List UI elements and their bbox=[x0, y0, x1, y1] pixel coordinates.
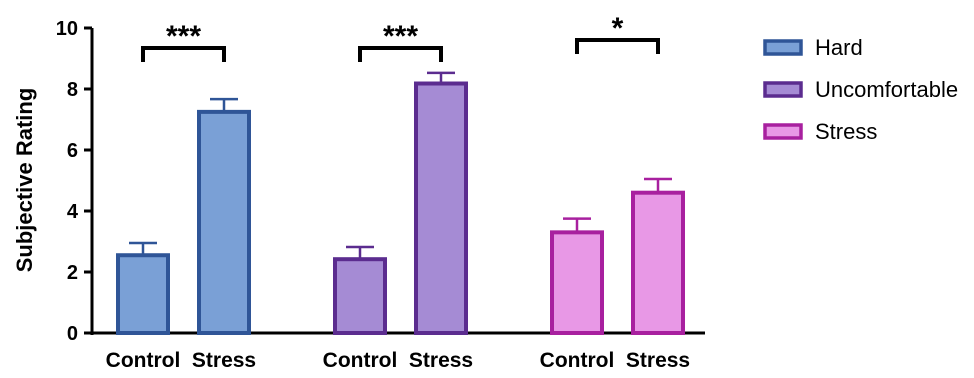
legend-swatch bbox=[763, 123, 803, 140]
x-tick-label: Stress bbox=[626, 349, 690, 372]
significance-bracket bbox=[575, 38, 660, 54]
y-tick-label: 0 bbox=[67, 323, 78, 345]
bar-stress bbox=[197, 109, 251, 335]
bar-stress bbox=[414, 81, 468, 336]
bar-stress bbox=[631, 190, 685, 335]
significance-label: *** bbox=[166, 20, 201, 53]
significance-bracket bbox=[358, 46, 443, 62]
x-tick-label: Control bbox=[106, 349, 181, 372]
significance-label: * bbox=[612, 12, 624, 45]
y-tick-label: 2 bbox=[67, 262, 78, 284]
y-tick-label: 10 bbox=[56, 18, 78, 40]
x-tick-label: Stress bbox=[409, 349, 473, 372]
significance-label: *** bbox=[383, 20, 418, 53]
legend-swatch bbox=[763, 39, 803, 56]
bar-group-hard: Control Stress *** bbox=[106, 20, 256, 372]
y-tick-label: 8 bbox=[67, 79, 78, 101]
bar-group-stress: Control Stress * bbox=[540, 12, 690, 372]
x-tick-label: Stress bbox=[192, 349, 256, 372]
legend-label: Uncomfortable bbox=[815, 77, 958, 102]
legend-swatch bbox=[763, 81, 803, 98]
bar-control bbox=[333, 257, 387, 335]
legend: Hard Uncomfortable Stress bbox=[763, 35, 958, 144]
bar-control bbox=[116, 253, 170, 336]
legend-label: Hard bbox=[815, 35, 863, 60]
bar-control bbox=[550, 230, 604, 336]
bar-group-uncomfortable: Control Stress *** bbox=[323, 20, 473, 372]
legend-item-uncomfortable: Uncomfortable bbox=[763, 77, 958, 102]
y-tick-label: 4 bbox=[67, 201, 79, 223]
significance-bracket bbox=[141, 46, 226, 62]
x-tick-label: Control bbox=[540, 349, 615, 372]
x-tick-label: Control bbox=[323, 349, 398, 372]
legend-label: Stress bbox=[815, 119, 877, 144]
legend-item-hard: Hard bbox=[763, 35, 863, 60]
legend-item-stress: Stress bbox=[763, 119, 877, 144]
y-tick-label: 6 bbox=[67, 140, 78, 162]
y-axis-label: Subjective Rating bbox=[12, 88, 37, 273]
